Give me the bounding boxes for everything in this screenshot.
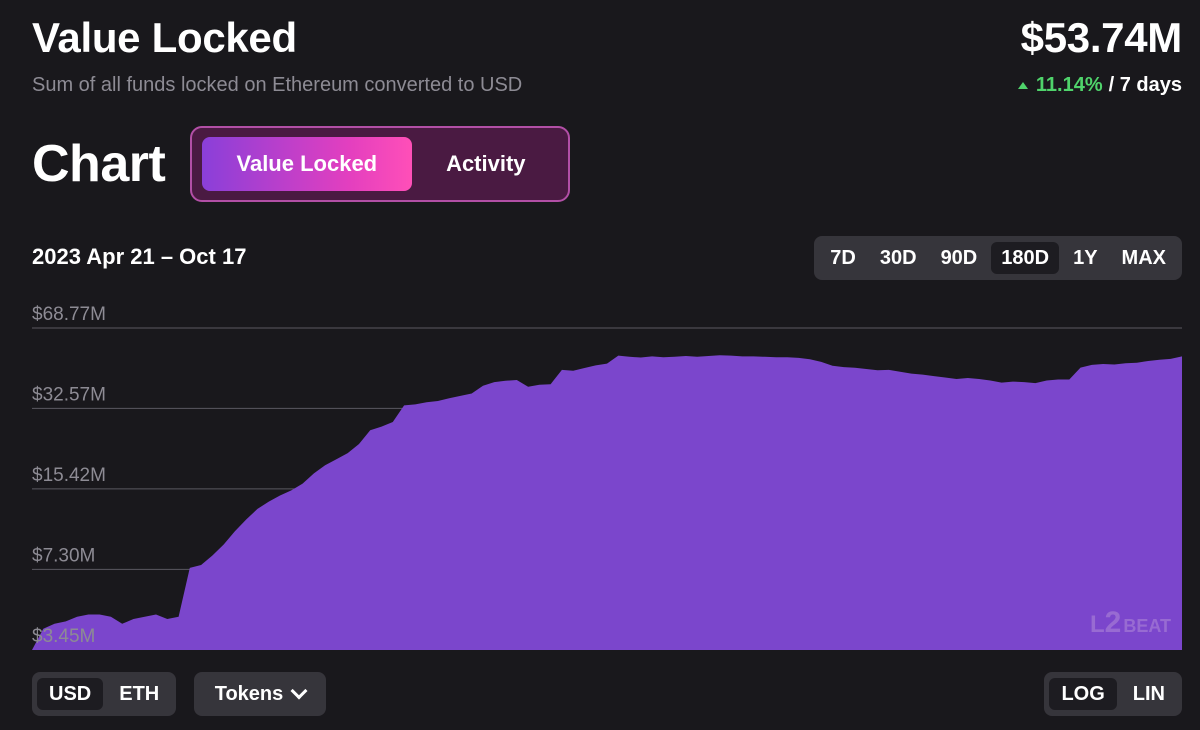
scale-lin-button[interactable]: LIN — [1132, 682, 1165, 705]
currency-usd-button[interactable]: USD — [37, 678, 104, 710]
y-tick-label: $3.45M — [32, 626, 95, 647]
range-max-button[interactable]: MAX — [1121, 246, 1166, 269]
chevron-down-icon — [290, 682, 308, 700]
triangle-up-icon — [1017, 82, 1028, 89]
change-percent: 11.14% — [1035, 74, 1103, 96]
range-180d-button[interactable]: 180D — [991, 242, 1060, 274]
range-1y-button[interactable]: 1Y — [1073, 246, 1098, 269]
value-locked-chart[interactable]: $3.45M $7.30M $15.42M $32.57M $68.77M L2 BEAT — [0, 290, 1200, 660]
chart-type-toggle: Value Locked Activity — [190, 126, 570, 202]
page-title: Value Locked — [32, 14, 297, 61]
tokens-label: Tokens — [214, 682, 284, 705]
chart-heading: Chart — [32, 135, 166, 193]
currency-toggle: USD ETH — [32, 672, 177, 716]
scale-log-button[interactable]: LOG — [1049, 678, 1117, 710]
y-tick-label: $32.57M — [32, 384, 106, 405]
change-indicator: 11.14% / 7 days — [1017, 74, 1182, 97]
tab-value-locked[interactable]: Value Locked — [202, 137, 412, 191]
currency-eth-button[interactable]: ETH — [119, 682, 160, 705]
tokens-dropdown[interactable]: Tokens — [194, 672, 326, 716]
range-7d-button[interactable]: 7D — [830, 246, 856, 269]
y-tick-label: $7.30M — [32, 545, 95, 566]
date-range: 2023 Apr 21 – Oct 17 — [32, 244, 247, 269]
value-locked-area — [32, 355, 1182, 650]
change-period: / 7 days — [1108, 74, 1182, 96]
tab-activity[interactable]: Activity — [446, 151, 526, 176]
total-value: $53.74M — [1020, 14, 1183, 61]
l2beat-watermark: L2 BEAT — [1090, 606, 1171, 639]
range-90d-button[interactable]: 90D — [940, 246, 978, 269]
range-30d-button[interactable]: 30D — [879, 246, 917, 269]
page-subtitle: Sum of all funds locked on Ethereum conv… — [32, 74, 523, 96]
time-range-selector: 7D 30D 90D 180D 1Y MAX — [814, 236, 1182, 280]
scale-toggle: LOG LIN — [1044, 672, 1182, 716]
y-tick-label: $68.77M — [32, 304, 106, 325]
y-tick-label: $15.42M — [32, 465, 106, 486]
